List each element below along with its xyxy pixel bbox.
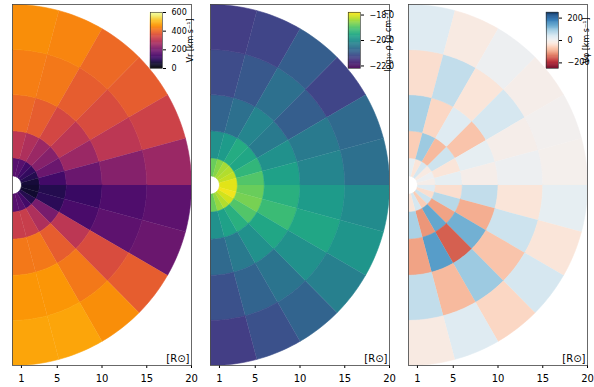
svg-text:[R⊙]: [R⊙] (562, 353, 585, 364)
svg-text:1: 1 (414, 373, 420, 384)
svg-text:[R⊙]: [R⊙] (364, 353, 387, 364)
svg-text:Vr [km s⁻¹]: Vr [km s⁻¹] (186, 18, 195, 62)
svg-text:20: 20 (581, 373, 594, 384)
svg-text:600: 600 (172, 8, 187, 17)
svg-text:1: 1 (216, 373, 222, 384)
svg-text:10: 10 (96, 373, 109, 384)
svg-text:1: 1 (18, 373, 24, 384)
svg-text:20: 20 (185, 373, 198, 384)
svg-text:400: 400 (172, 27, 187, 36)
svg-text:log₁₀ ρ [g cm⁻³]: log₁₀ ρ [g cm⁻³] (384, 9, 393, 71)
svg-text:−20.0: −20.0 (369, 36, 394, 46)
svg-text:15: 15 (140, 373, 153, 384)
svg-text:−18.0: −18.0 (369, 10, 394, 20)
svg-text:−22.0: −22.0 (369, 61, 394, 71)
svg-text:0: 0 (568, 36, 573, 45)
svg-text:200: 200 (172, 45, 187, 54)
svg-text:10: 10 (492, 373, 505, 384)
svg-text:5: 5 (252, 373, 258, 384)
svg-text:10: 10 (294, 373, 307, 384)
svg-text:5: 5 (450, 373, 456, 384)
svg-text:200: 200 (568, 14, 583, 23)
svg-text:15: 15 (536, 373, 549, 384)
svg-text:−200: −200 (567, 58, 590, 68)
svg-text:0: 0 (172, 64, 177, 73)
svg-text:[R⊙]: [R⊙] (166, 353, 189, 364)
svg-text:15: 15 (338, 373, 351, 384)
svg-text:20: 20 (383, 373, 396, 384)
svg-text:Vφ [km s⁻¹]: Vφ [km s⁻¹] (582, 17, 591, 63)
svg-text:5: 5 (54, 373, 60, 384)
